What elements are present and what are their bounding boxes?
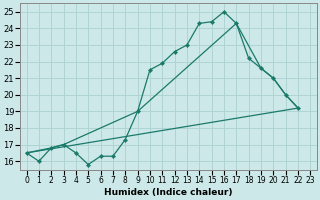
X-axis label: Humidex (Indice chaleur): Humidex (Indice chaleur)	[104, 188, 233, 197]
